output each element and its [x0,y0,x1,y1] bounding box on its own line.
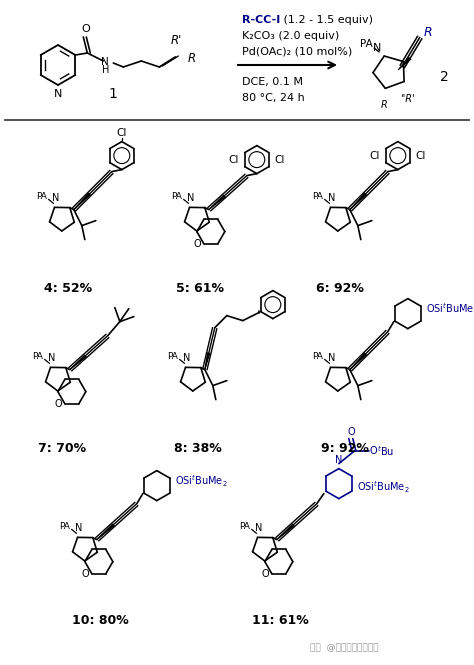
Text: 9: 92%: 9: 92% [321,442,369,454]
Text: 7: 70%: 7: 70% [38,442,86,454]
Text: N: N [52,194,59,203]
Text: 2: 2 [440,70,449,84]
Text: ''R': ''R' [400,94,415,104]
Text: R': R' [171,34,182,47]
Polygon shape [97,523,115,540]
Text: OSi$^t$BuMe$_2$: OSi$^t$BuMe$_2$ [426,302,474,317]
Text: N: N [328,353,335,363]
Text: 6: 92%: 6: 92% [316,281,364,295]
Text: Pd(OAc)₂ (10 mol%): Pd(OAc)₂ (10 mol%) [242,47,352,57]
Text: O: O [193,239,201,249]
Text: PA: PA [36,192,47,201]
Polygon shape [204,352,210,370]
Text: 11: 61%: 11: 61% [252,614,309,626]
Text: OSi$^t$BuMe$_2$: OSi$^t$BuMe$_2$ [357,480,410,495]
Text: N: N [187,194,194,203]
Text: PA: PA [239,522,250,531]
Polygon shape [349,192,367,210]
Text: $^t$Bu: $^t$Bu [377,444,394,458]
Polygon shape [398,57,411,70]
Text: 10: 80%: 10: 80% [72,614,128,626]
Text: N: N [255,523,262,533]
Text: 5: 61%: 5: 61% [176,281,224,295]
Text: PA: PA [312,192,323,201]
Text: 1: 1 [109,87,118,101]
Text: 知乎  @化学领域前沿文献: 知乎 @化学领域前沿文献 [310,644,379,652]
Text: R: R [424,25,433,39]
Text: N: N [328,194,335,203]
Text: N: N [101,57,109,67]
Text: N: N [54,89,62,99]
Text: PA: PA [312,352,323,361]
Text: 8: 38%: 8: 38% [174,442,222,454]
Text: DCE, 0.1 M: DCE, 0.1 M [242,77,303,87]
Text: O: O [347,427,355,437]
Polygon shape [349,352,367,370]
Polygon shape [70,354,87,370]
Polygon shape [276,523,295,540]
Text: O: O [370,446,377,456]
Text: H: H [101,65,109,75]
Text: K₂CO₃ (2.0 equiv): K₂CO₃ (2.0 equiv) [242,31,339,41]
Text: N: N [48,353,55,363]
Polygon shape [209,194,226,210]
Text: O: O [54,398,62,408]
Text: 4: 52%: 4: 52% [44,281,92,295]
Text: O: O [81,569,89,579]
Text: 80 °C, 24 h: 80 °C, 24 h [242,93,305,103]
Text: R: R [380,100,387,110]
Text: N: N [183,353,190,363]
Text: (1.2 - 1.5 equiv): (1.2 - 1.5 equiv) [280,15,373,25]
Text: N: N [373,43,381,53]
Text: O: O [81,24,90,34]
Text: Cl: Cl [369,150,380,161]
Text: PA: PA [167,352,178,361]
Text: R-CC-I: R-CC-I [242,15,280,25]
Text: Cl: Cl [117,128,127,138]
Text: PA: PA [360,39,373,49]
Text: PA: PA [59,522,70,531]
Text: PA: PA [32,352,43,361]
Text: Cl: Cl [416,150,426,161]
Text: N: N [335,455,343,465]
Polygon shape [73,192,91,210]
Text: OSi$^t$BuMe$_2$: OSi$^t$BuMe$_2$ [175,474,228,489]
Text: R: R [187,53,195,65]
Text: PA: PA [171,192,182,201]
Text: Cl: Cl [275,155,285,165]
Text: Cl: Cl [228,155,239,165]
Text: O: O [261,569,269,579]
Text: N: N [75,523,82,533]
